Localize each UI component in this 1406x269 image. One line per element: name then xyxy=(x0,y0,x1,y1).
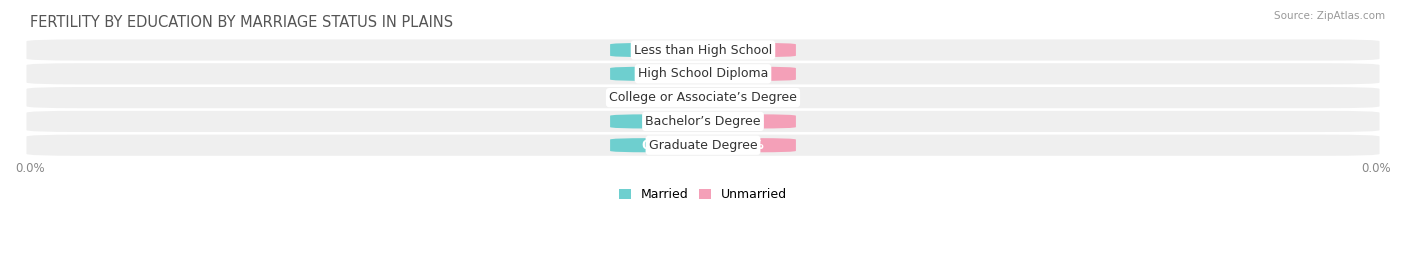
Text: College or Associate’s Degree: College or Associate’s Degree xyxy=(609,91,797,104)
Text: 0.0%: 0.0% xyxy=(643,44,676,56)
FancyBboxPatch shape xyxy=(610,91,709,105)
FancyBboxPatch shape xyxy=(697,67,796,81)
FancyBboxPatch shape xyxy=(27,63,1379,84)
FancyBboxPatch shape xyxy=(697,43,796,57)
Text: 0.0%: 0.0% xyxy=(643,115,676,128)
Text: 0.0%: 0.0% xyxy=(643,67,676,80)
FancyBboxPatch shape xyxy=(697,138,796,152)
FancyBboxPatch shape xyxy=(610,67,709,81)
Legend: Married, Unmarried: Married, Unmarried xyxy=(619,188,787,201)
Text: 0.0%: 0.0% xyxy=(730,115,763,128)
Text: High School Diploma: High School Diploma xyxy=(638,67,768,80)
FancyBboxPatch shape xyxy=(27,111,1379,132)
FancyBboxPatch shape xyxy=(697,114,796,129)
FancyBboxPatch shape xyxy=(697,91,796,105)
Text: 0.0%: 0.0% xyxy=(730,91,763,104)
FancyBboxPatch shape xyxy=(27,40,1379,61)
FancyBboxPatch shape xyxy=(610,114,709,129)
Text: Less than High School: Less than High School xyxy=(634,44,772,56)
FancyBboxPatch shape xyxy=(27,134,1379,156)
FancyBboxPatch shape xyxy=(610,43,709,57)
Text: 0.0%: 0.0% xyxy=(730,139,763,152)
Text: Bachelor’s Degree: Bachelor’s Degree xyxy=(645,115,761,128)
Text: FERTILITY BY EDUCATION BY MARRIAGE STATUS IN PLAINS: FERTILITY BY EDUCATION BY MARRIAGE STATU… xyxy=(30,15,453,30)
FancyBboxPatch shape xyxy=(610,138,709,152)
Text: 0.0%: 0.0% xyxy=(643,139,676,152)
Text: Source: ZipAtlas.com: Source: ZipAtlas.com xyxy=(1274,11,1385,21)
Text: 0.0%: 0.0% xyxy=(643,91,676,104)
Text: 0.0%: 0.0% xyxy=(730,67,763,80)
Text: Graduate Degree: Graduate Degree xyxy=(648,139,758,152)
FancyBboxPatch shape xyxy=(27,87,1379,108)
Text: 0.0%: 0.0% xyxy=(730,44,763,56)
